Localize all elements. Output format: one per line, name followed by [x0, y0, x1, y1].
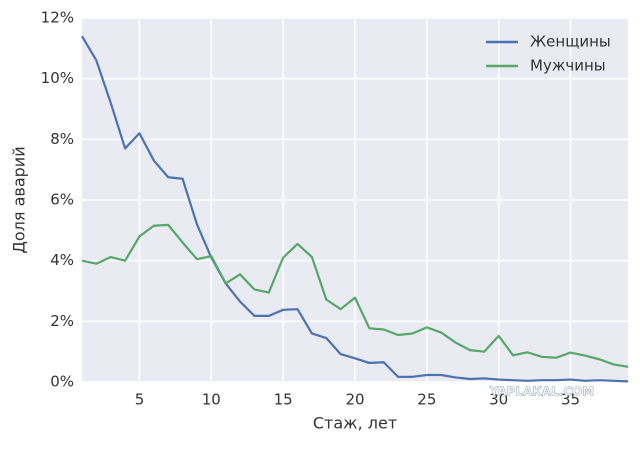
y-tick-label: 2% — [50, 312, 74, 330]
x-tick-label: 25 — [417, 391, 436, 409]
legend-label: Женщины — [530, 33, 611, 51]
x-axis-label: Стаж, лет — [313, 414, 397, 433]
legend-label: Мужчины — [530, 57, 606, 75]
data-line — [81, 223, 629, 368]
y-tick-label: 0% — [50, 373, 74, 391]
y-axis-label: Доля аварий — [10, 146, 29, 253]
x-tick-label: 30 — [489, 391, 508, 409]
y-tick-label: 8% — [50, 130, 74, 148]
x-tick-label: 20 — [345, 391, 364, 409]
data-line — [81, 35, 629, 383]
y-tick-label: 12% — [41, 9, 74, 27]
y-tick-label: 6% — [50, 191, 74, 209]
y-tick-label: 10% — [41, 69, 74, 87]
x-tick-label: 15 — [274, 391, 293, 409]
y-tick-label: 4% — [50, 251, 74, 269]
watermark: YAPLAKAL.COM — [489, 385, 594, 399]
x-tick-label: 5 — [135, 391, 145, 409]
x-tick-label: 35 — [561, 391, 580, 409]
x-tick-label: 10 — [202, 391, 221, 409]
